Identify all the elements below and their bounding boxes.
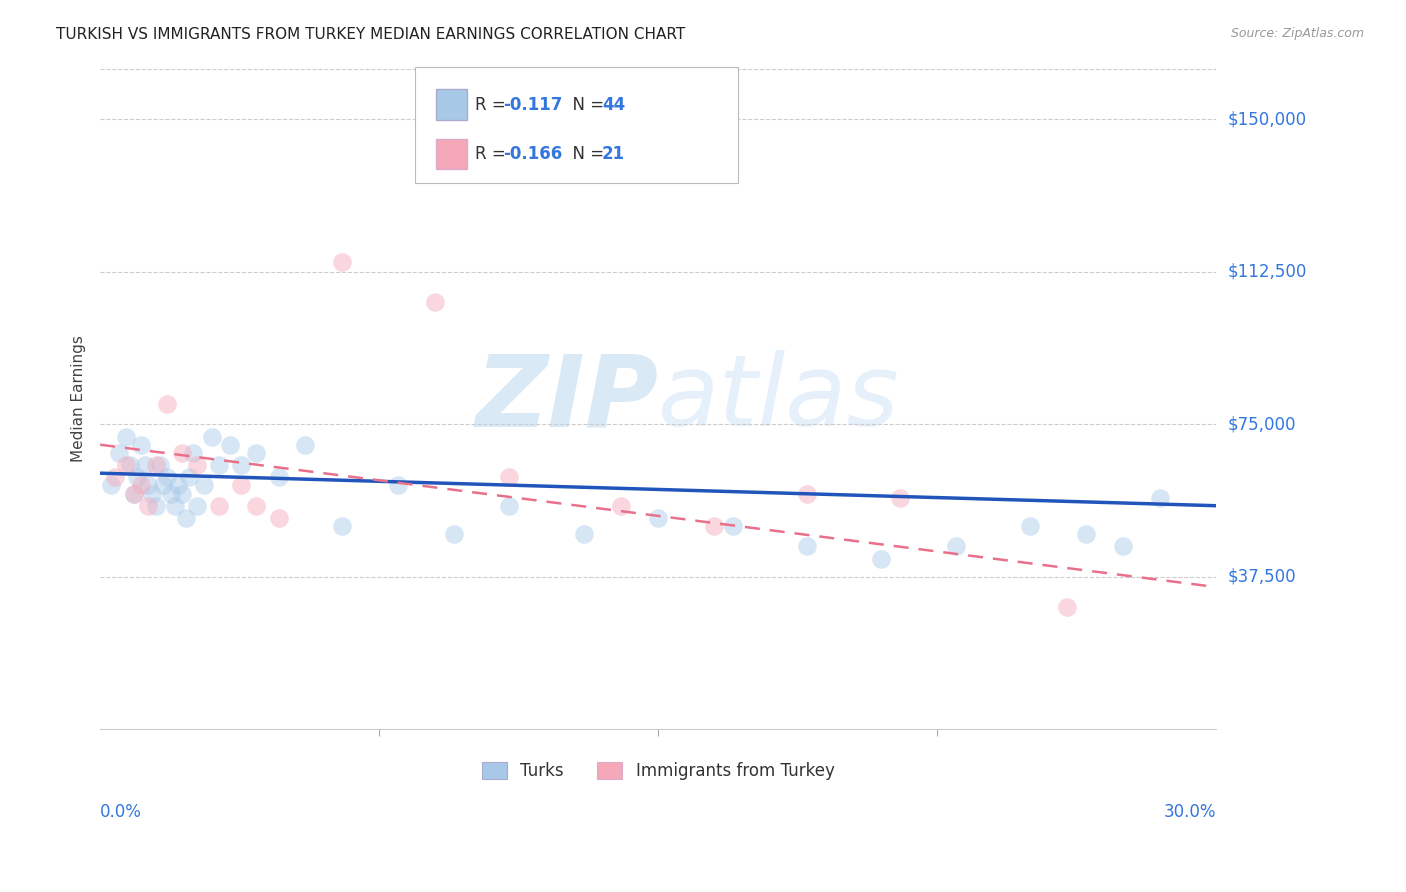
Point — [231, 458, 253, 472]
Point — [1074, 527, 1097, 541]
Point — [138, 478, 160, 492]
Point — [267, 470, 290, 484]
Point — [122, 486, 145, 500]
Point — [145, 458, 167, 472]
Text: R =: R = — [475, 96, 512, 114]
Point — [104, 470, 127, 484]
Point — [138, 499, 160, 513]
Point — [115, 458, 138, 472]
Point — [141, 486, 163, 500]
Point — [387, 478, 409, 492]
Text: $75,000: $75,000 — [1227, 416, 1296, 434]
Point — [149, 458, 172, 472]
Point — [186, 499, 208, 513]
Point — [107, 446, 129, 460]
Point — [219, 438, 242, 452]
Text: ZIP: ZIP — [475, 351, 658, 448]
Point — [870, 551, 893, 566]
Point — [498, 470, 520, 484]
Point — [134, 458, 156, 472]
Point — [201, 429, 224, 443]
Text: -0.117: -0.117 — [503, 96, 562, 114]
Point — [889, 491, 911, 505]
Point — [145, 499, 167, 513]
Point — [443, 527, 465, 541]
Point — [703, 519, 725, 533]
Point — [945, 540, 967, 554]
Point — [122, 486, 145, 500]
Point — [208, 499, 231, 513]
Point — [245, 499, 267, 513]
Text: N =: N = — [562, 145, 610, 163]
Point — [267, 511, 290, 525]
Point — [174, 511, 197, 525]
Point — [129, 438, 152, 452]
Point — [129, 478, 152, 492]
Point — [208, 458, 231, 472]
Point — [294, 438, 316, 452]
Text: 30.0%: 30.0% — [1164, 803, 1216, 821]
Point — [423, 295, 446, 310]
Text: TURKISH VS IMMIGRANTS FROM TURKEY MEDIAN EARNINGS CORRELATION CHART: TURKISH VS IMMIGRANTS FROM TURKEY MEDIAN… — [56, 27, 686, 42]
Point — [170, 446, 193, 460]
Text: N =: N = — [562, 96, 610, 114]
Text: 0.0%: 0.0% — [100, 803, 142, 821]
Point — [647, 511, 669, 525]
Legend: Turks, Immigrants from Turkey: Turks, Immigrants from Turkey — [475, 756, 841, 787]
Text: 44: 44 — [602, 96, 626, 114]
Point — [181, 446, 204, 460]
Text: $37,500: $37,500 — [1227, 568, 1296, 586]
Text: atlas: atlas — [658, 351, 900, 448]
Point — [610, 499, 633, 513]
Point — [231, 478, 253, 492]
Point — [498, 499, 520, 513]
Point — [163, 499, 186, 513]
Point — [159, 486, 181, 500]
Text: R =: R = — [475, 145, 512, 163]
Point — [193, 478, 215, 492]
Text: 21: 21 — [602, 145, 624, 163]
Point — [245, 446, 267, 460]
Point — [330, 254, 353, 268]
Point — [127, 470, 149, 484]
Point — [1149, 491, 1171, 505]
Point — [1112, 540, 1135, 554]
Text: -0.166: -0.166 — [503, 145, 562, 163]
Text: Source: ZipAtlas.com: Source: ZipAtlas.com — [1230, 27, 1364, 40]
Point — [100, 478, 122, 492]
Text: $150,000: $150,000 — [1227, 111, 1306, 128]
Point — [152, 478, 174, 492]
Y-axis label: Median Earnings: Median Earnings — [72, 335, 86, 462]
Point — [721, 519, 744, 533]
Point — [186, 458, 208, 472]
Text: $112,500: $112,500 — [1227, 263, 1306, 281]
Point — [179, 470, 201, 484]
Point — [156, 470, 179, 484]
Point — [115, 429, 138, 443]
Point — [796, 486, 818, 500]
Point — [156, 397, 179, 411]
Point — [330, 519, 353, 533]
Point — [796, 540, 818, 554]
Point — [1019, 519, 1042, 533]
Point — [170, 486, 193, 500]
Point — [167, 478, 190, 492]
Point — [1056, 600, 1078, 615]
Point — [118, 458, 141, 472]
Point — [572, 527, 595, 541]
